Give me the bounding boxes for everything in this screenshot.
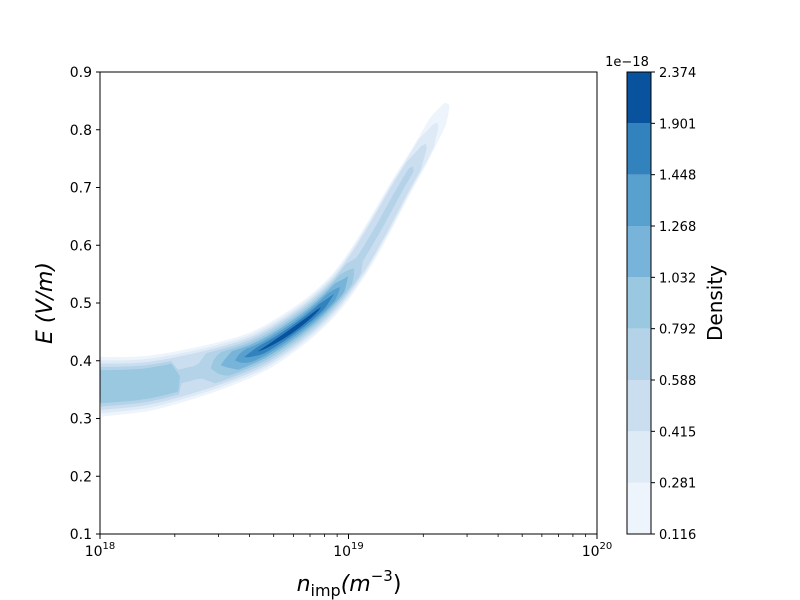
y-tick-label: 0.8 <box>70 123 92 139</box>
colorbar-segment <box>627 72 651 124</box>
colorbar-tick-label: 0.792 <box>659 323 696 338</box>
colorbar-tick-label: 1.268 <box>659 220 696 235</box>
x-tick-label: 1020 <box>582 541 613 560</box>
colorbar-segment <box>627 431 651 483</box>
y-tick-label: 0.3 <box>70 412 92 428</box>
y-tick-label: 0.6 <box>70 238 92 254</box>
colorbar-segment <box>627 380 651 432</box>
y-tick-label: 0.1 <box>70 527 92 543</box>
colorbar-segment <box>627 174 651 226</box>
colorbar-tick-label: 1.901 <box>659 117 696 132</box>
colorbar-tick-label: 0.281 <box>659 477 696 492</box>
x-axis-ticks: 1018 1019 1020 <box>85 534 613 560</box>
x-axis-label-exponent: −3 <box>371 567 393 585</box>
plot-area <box>100 72 597 534</box>
x-tick-label: 1018 <box>85 541 116 560</box>
colorbar-segment <box>627 328 651 380</box>
colorbar-tick-label: 0.588 <box>659 374 696 389</box>
colorbar-tick-label: 2.374 <box>659 66 696 81</box>
colorbar-frame <box>626 71 652 535</box>
y-tick-label: 0.5 <box>70 296 92 312</box>
x-axis-label-main: n <box>297 572 311 597</box>
colorbar-tick-label: 1.448 <box>659 169 696 184</box>
y-tick-label: 0.7 <box>70 181 92 197</box>
colorbar-ticks: 0.116 0.281 0.415 0.588 0.792 1.032 1.268 1.448… <box>651 66 696 543</box>
y-tick-label: 0.4 <box>70 354 92 370</box>
colorbar <box>627 72 651 534</box>
colorbar-segment <box>627 226 651 278</box>
x-axis-label-close: ) <box>393 572 402 597</box>
density-bands <box>100 102 450 417</box>
y-tick-label: 0.2 <box>70 469 92 485</box>
x-axis-label-subscript: imp <box>311 581 341 600</box>
colorbar-label: Density <box>703 265 727 341</box>
y-axis-ticks: 0.1 0.2 0.3 0.4 0.5 0.6 0.7 0.8 0.9 <box>70 65 100 543</box>
colorbar-segment <box>627 482 651 534</box>
colorbar-tick-label: 0.415 <box>659 425 696 440</box>
y-axis-label: E (V/m) <box>33 262 58 344</box>
colorbar-tick-label: 1.032 <box>659 271 696 286</box>
x-tick-label: 1019 <box>333 541 364 560</box>
colorbar-tick-label: 0.116 <box>659 528 696 543</box>
colorbar-segment <box>627 277 651 329</box>
x-axis-label: nimp(m−3) <box>297 567 402 600</box>
y-tick-label: 0.9 <box>70 65 92 81</box>
colorbar-offset-text: 1e−18 <box>605 55 649 70</box>
colorbar-segment <box>627 123 651 175</box>
x-axis-label-unit: (m <box>341 572 371 597</box>
